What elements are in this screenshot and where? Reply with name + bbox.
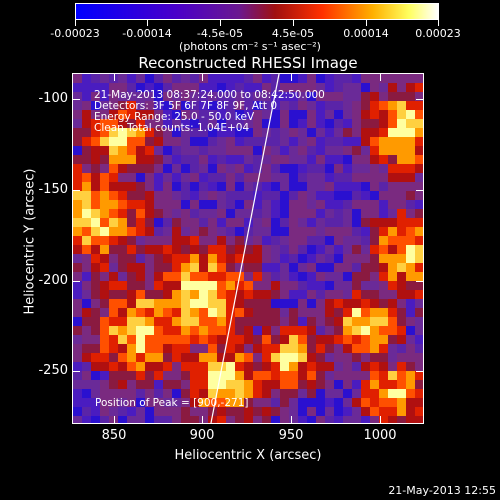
- y-axis-title: Heliocentric Y (arcsec): [22, 168, 38, 315]
- x-tick: [202, 73, 203, 81]
- colorbar-tick: [147, 20, 148, 26]
- plot-title: Reconstructed RHESSI Image: [138, 54, 358, 72]
- x-tick: [291, 416, 292, 424]
- colorbar-tick: [220, 20, 221, 26]
- footer-date: 21-May-2013 12:55: [388, 484, 496, 497]
- y-tick: [416, 371, 424, 372]
- colorbar-tick-label: -0.00023: [50, 27, 100, 40]
- y-tick-label: -250: [38, 363, 68, 378]
- y-tick: [72, 99, 80, 100]
- y-tick: [72, 371, 80, 372]
- x-tick: [291, 73, 292, 81]
- colorbar: [75, 3, 439, 20]
- x-tick: [380, 416, 381, 424]
- colorbar-units: (photons cm⁻² s⁻¹ asec⁻²): [179, 40, 321, 53]
- limb-line: [210, 74, 280, 423]
- x-tick: [202, 416, 203, 424]
- x-tick-label: 950: [278, 428, 304, 443]
- y-tick: [72, 281, 80, 282]
- x-tick: [114, 416, 115, 424]
- colorbar-tick: [366, 20, 367, 26]
- y-tick: [416, 190, 424, 191]
- colorbar-tick-label: -4.5e-05: [196, 27, 244, 40]
- annotation-detectors: Detectors: 3F 5F 6F 7F 8F 9F, Att 0: [94, 100, 278, 112]
- colorbar-tick: [293, 20, 294, 26]
- annotation-time: 21-May-2013 08:37:24.000 to 08:42:50.000: [94, 89, 325, 101]
- image-plot-area: 21-May-2013 08:37:24.000 to 08:42:50.000…: [72, 73, 424, 424]
- y-tick-label: -200: [38, 273, 68, 288]
- y-tick: [72, 190, 80, 191]
- colorbar-tick-label: 0.00023: [415, 27, 461, 40]
- annotation-energy: Energy Range: 25.0 - 50.0 keV: [94, 111, 255, 123]
- colorbar-tick: [438, 20, 439, 26]
- peak-position-label: Position of Peak = [900,-271]: [95, 397, 249, 409]
- x-axis-title: Heliocentric X (arcsec): [174, 448, 322, 463]
- y-tick-label: -150: [38, 182, 68, 197]
- heatmap-image: [73, 74, 423, 423]
- x-tick: [380, 73, 381, 81]
- x-tick-label: 850: [101, 428, 127, 443]
- x-tick-label: 1000: [363, 428, 397, 443]
- colorbar-tick-label: -0.00014: [122, 27, 172, 40]
- colorbar-tick: [75, 20, 76, 26]
- annotation-counts: Clean Total counts: 1.04E+04: [94, 122, 250, 134]
- x-tick-label: 900: [189, 428, 215, 443]
- x-tick: [114, 73, 115, 81]
- y-tick-label: -100: [38, 91, 68, 106]
- y-tick: [416, 99, 424, 100]
- y-tick: [416, 281, 424, 282]
- colorbar-tick-label: 0.00014: [343, 27, 389, 40]
- colorbar-tick-label: 4.5e-05: [271, 27, 315, 40]
